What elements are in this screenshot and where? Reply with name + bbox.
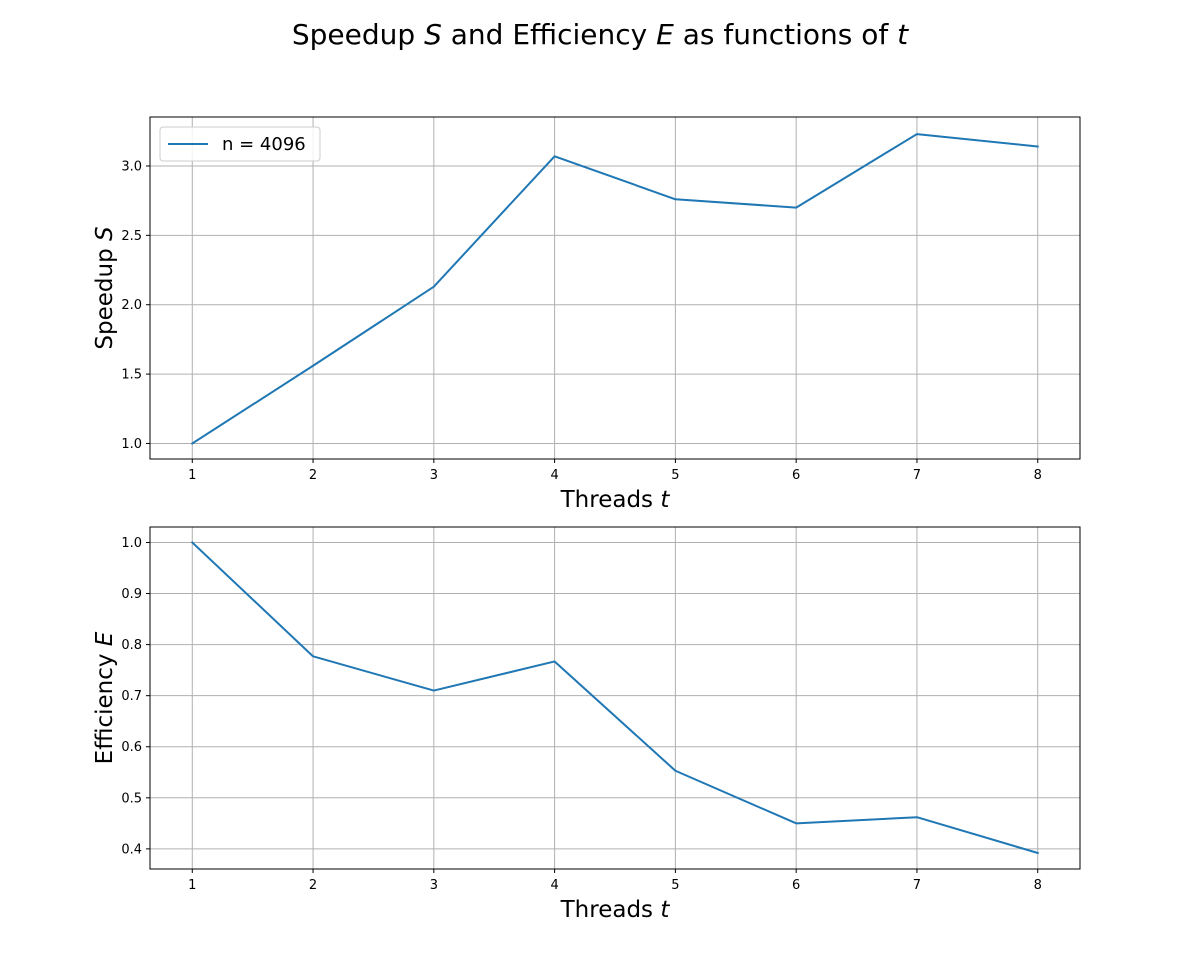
efficiency-y-tick-label: 0.6 (121, 740, 142, 755)
efficiency-x-tick-label: 6 (792, 878, 800, 893)
efficiency-x-tick-label: 3 (430, 878, 438, 893)
efficiency-y-tick-label: 0.5 (121, 791, 142, 806)
efficiency-y-tick-label: 0.8 (121, 638, 142, 653)
speedup-data-point (1036, 145, 1040, 149)
efficiency-y-tick-label: 0.9 (121, 587, 142, 602)
efficiency-axes-frame (149, 526, 1081, 870)
speedup-legend-box (159, 126, 321, 162)
speedup-x-axis-label: Threads t (560, 487, 671, 513)
speedup-x-tick-label: 6 (792, 468, 800, 483)
speedup-y-tick-label: 2.0 (121, 298, 142, 313)
efficiency-x-tick-label: 8 (1034, 878, 1042, 893)
speedup-series-line (190, 133, 1039, 445)
speedup-data-point (311, 364, 315, 368)
speedup-data-point (432, 285, 436, 289)
efficiency-y-tick-label: 0.7 (121, 689, 142, 704)
speedup-x-tick-label: 4 (550, 468, 558, 483)
speedup-lines (190, 132, 1040, 445)
efficiency-y-axis-label: Efficiency E (92, 631, 118, 764)
speedup-data-point (553, 154, 557, 158)
speedup-y-axis-label: Speedup S (92, 226, 118, 349)
efficiency-series-line (190, 541, 1039, 855)
speedup-x-tick-label: 1 (188, 468, 196, 483)
efficiency-x-tick-label: 2 (309, 878, 317, 893)
efficiency-data-point (915, 815, 919, 819)
speedup-axes-frame (149, 116, 1081, 460)
speedup-chart: 1 2 3 4 5 6 7 8 1.0 1.5 2.0 2.5 3.0 Threads t Speedu… (92, 116, 1081, 513)
efficiency-data-point (794, 821, 798, 825)
efficiency-x-axis-label: Threads t (560, 897, 671, 923)
efficiency-data-point (673, 769, 677, 773)
efficiency-ticks: 1 2 3 4 5 6 7 8 0.4 0.5 0.6 0.7 0.8 0.9 1.0 (121, 536, 1042, 893)
efficiency-data-point (190, 540, 194, 544)
speedup-legend-label: n = 4096 (222, 134, 306, 155)
speedup-x-tick-label: 8 (1034, 468, 1042, 483)
efficiency-data-point (553, 659, 557, 663)
speedup-x-tick-label: 7 (913, 468, 921, 483)
speedup-x-tick-label: 5 (671, 468, 679, 483)
speedup-ticks: 1 2 3 4 5 6 7 8 1.0 1.5 2.0 2.5 3.0 (121, 159, 1042, 483)
efficiency-data-point (311, 654, 315, 658)
efficiency-data-point (1036, 851, 1040, 855)
speedup-data-point (915, 132, 919, 136)
efficiency-x-tick-label: 7 (913, 878, 921, 893)
speedup-data-point (673, 197, 677, 201)
efficiency-grid (150, 527, 1080, 869)
efficiency-chart: 1 2 3 4 5 6 7 80.40.50.60.70.80.91.0 Threads t … (92, 526, 1081, 923)
efficiency-x-tick-label: 1 (188, 878, 196, 893)
speedup-y-tick-label: 1.5 (121, 368, 142, 383)
speedup-x-tick-label: 2 (309, 468, 317, 483)
speedup-x-tick-label: 3 (430, 468, 438, 483)
speedup-y-tick-label: 2.5 (121, 229, 142, 244)
efficiency-x-tick-label: 4 (550, 878, 558, 893)
efficiency-x-tick-label: 5 (671, 878, 679, 893)
speedup-y-tick-label: 3.0 (121, 159, 142, 174)
efficiency-y-tick-label: 1.0 (121, 536, 142, 551)
efficiency-lines (190, 540, 1040, 855)
speedup-legend: n = 4096 (159, 126, 321, 162)
efficiency-data-point (432, 689, 436, 693)
speedup-y-tick-label: 1.0 (121, 437, 142, 452)
speedup-data-point (794, 206, 798, 210)
figure-title: Speedup S and Efficiency E as functions … (292, 18, 909, 51)
efficiency-y-tick-label: 0.4 (121, 842, 142, 857)
speedup-grid (150, 117, 1080, 459)
speedup-data-point (190, 441, 194, 445)
